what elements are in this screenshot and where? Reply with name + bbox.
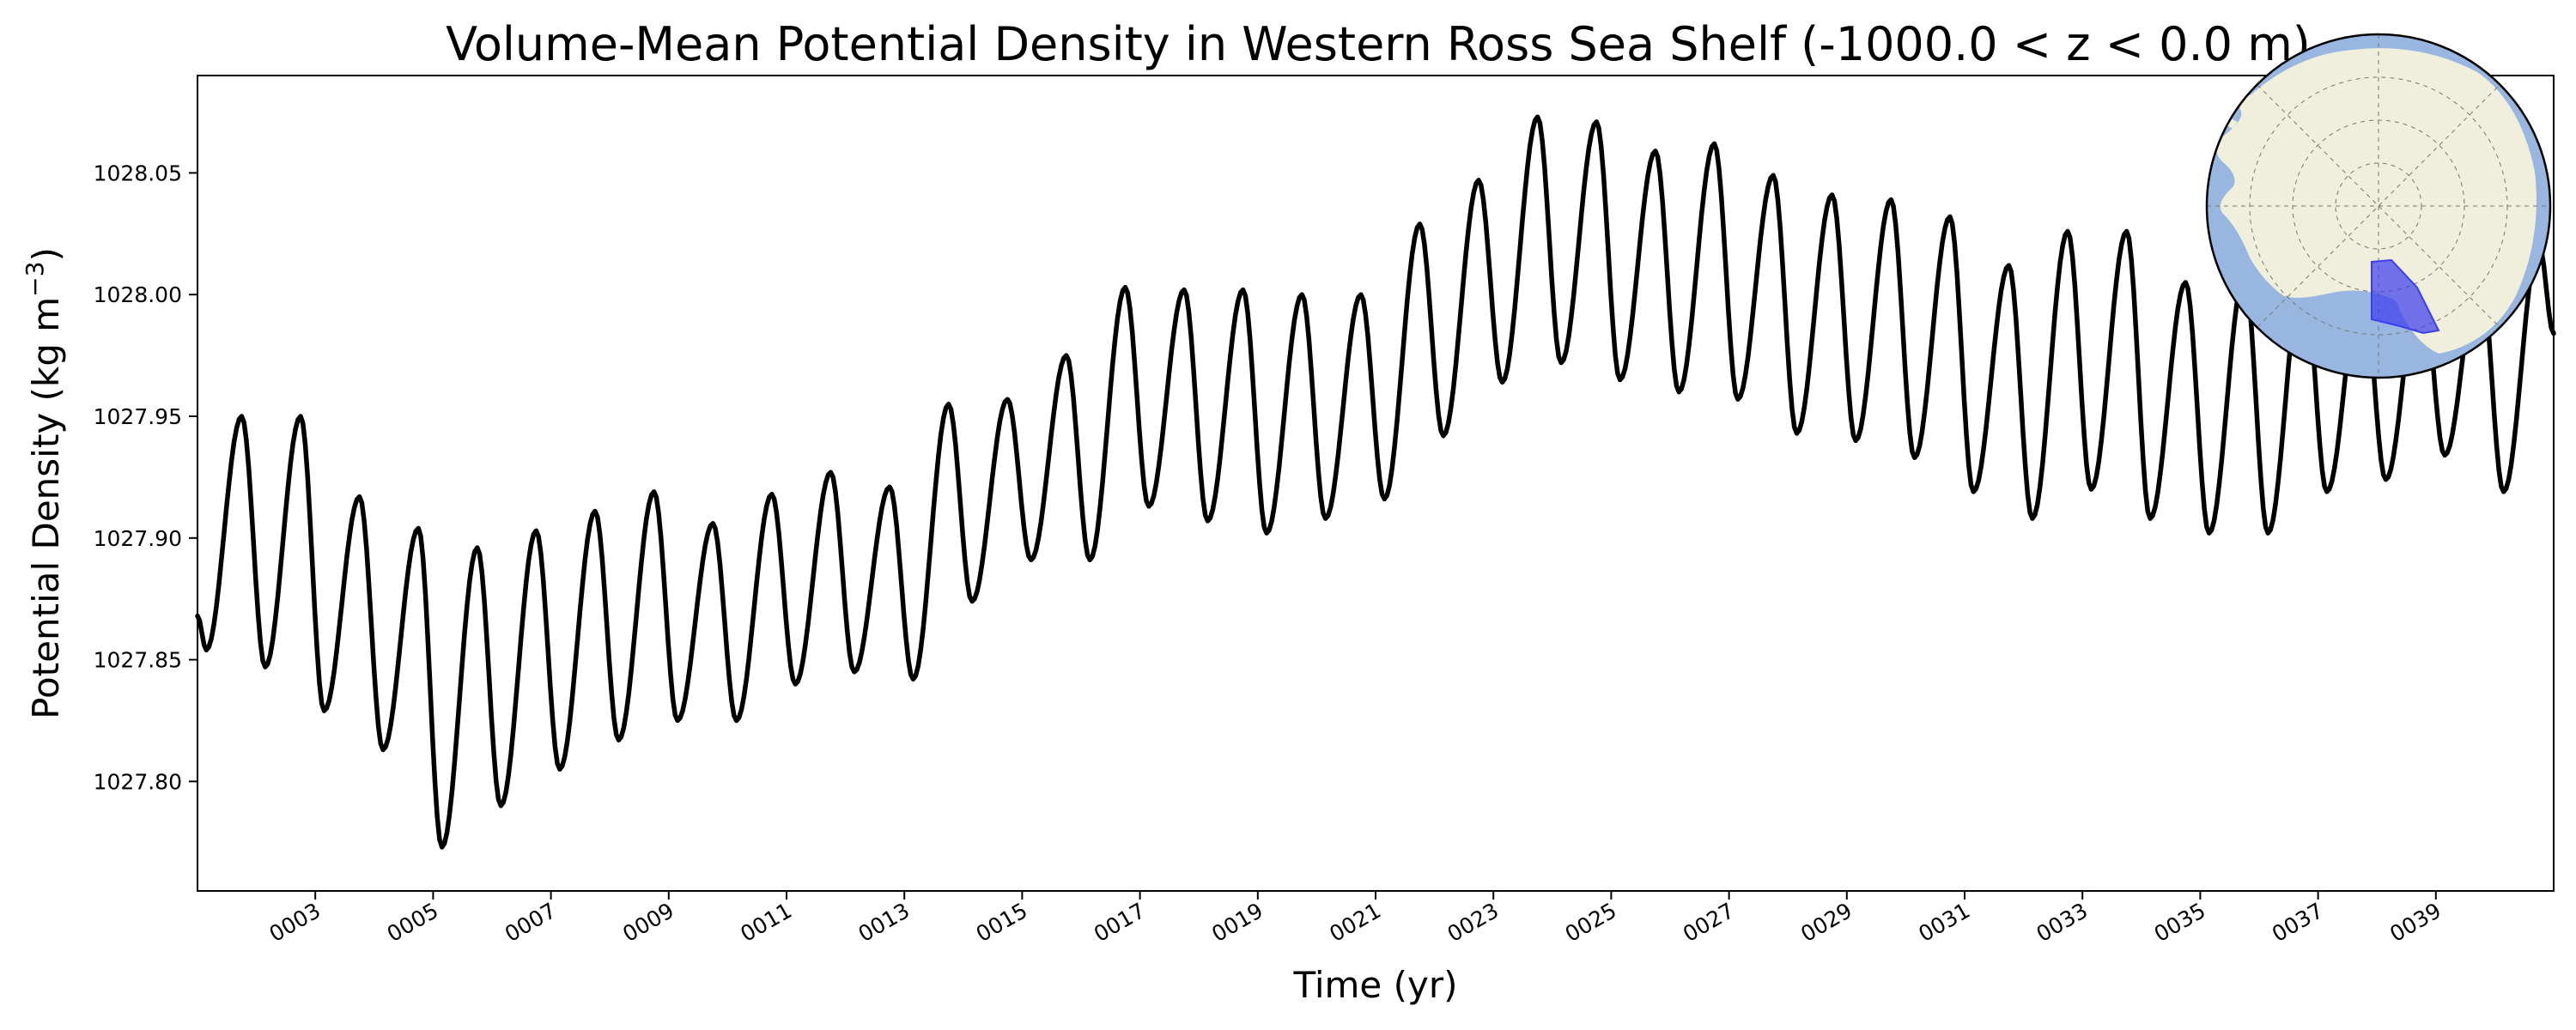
density-series-line: [195, 114, 2556, 850]
chart-title: Volume-Mean Potential Density in Western…: [446, 17, 2311, 71]
y-tick-label: 1027.80: [94, 769, 182, 794]
inset-map-antarctica-land: [2216, 48, 2537, 354]
plot-area: [195, 75, 2556, 892]
y-axis: 1027.80 1027.85 1027.90 1027.95 1028.00 1028.…: [94, 161, 197, 794]
y-tick-label: 1027.90: [94, 526, 182, 551]
y-axis-label-close: ): [25, 247, 67, 261]
series-layer: [195, 114, 2556, 850]
y-axis-label: Potential Density (kg m−3): [21, 247, 67, 719]
inset-map-border: [2205, 33, 2552, 379]
y-tick-label: 1028.00: [94, 282, 182, 307]
inset-map-graticule: [2207, 34, 2550, 378]
x-axis-label: Time (yr): [1292, 964, 1457, 1006]
y-tick-label: 1027.85: [94, 648, 182, 673]
y-tick-label: 1028.05: [94, 161, 182, 185]
y-axis-label-superscript: −3: [21, 262, 49, 297]
inset-map-antarctica: [2205, 33, 2552, 379]
y-axis-label-main: Potential Density (kg m: [25, 297, 67, 719]
inset-map-western-ross-sea-region: [2371, 258, 2440, 335]
y-tick-label: 1027.95: [94, 404, 182, 429]
